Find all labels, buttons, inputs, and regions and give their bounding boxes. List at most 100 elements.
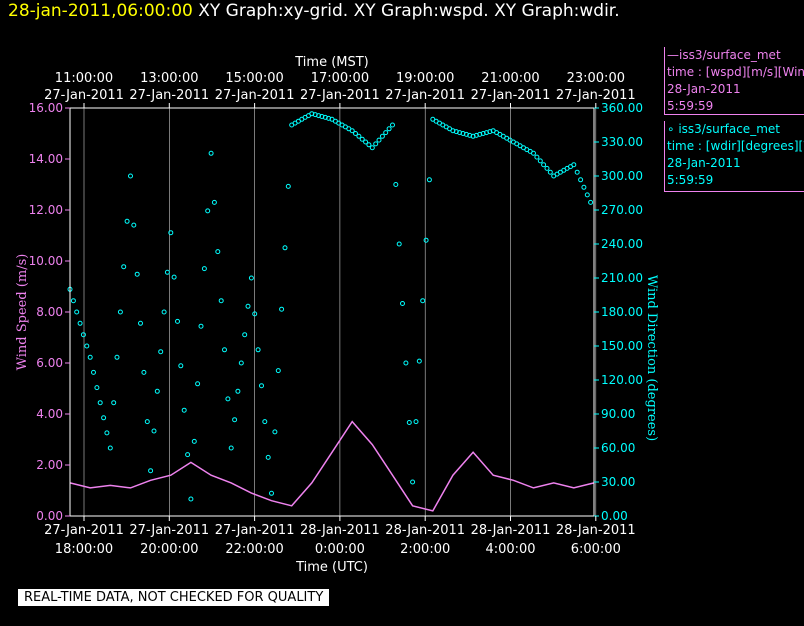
wdir-point — [84, 343, 90, 349]
right-axis-tick-label: 90.00 — [601, 407, 635, 421]
wdir-point — [215, 249, 221, 255]
wdir-point — [185, 452, 191, 458]
wdir-point — [262, 419, 268, 425]
wdir-point — [114, 354, 120, 360]
wdir-point — [272, 429, 278, 435]
top-tick-date: 27-Jan-2011 — [44, 88, 124, 103]
top-tick-date: 27-Jan-2011 — [129, 88, 209, 103]
legend-wdir-name: ∘ iss3/surface_met — [667, 122, 780, 136]
wdir-point — [376, 137, 382, 143]
wdir-point — [238, 360, 244, 366]
wdir-point — [131, 222, 137, 228]
legend-wind-speed: —iss3/surface_met time : [wspd][m/s][Win… — [664, 47, 804, 115]
top-tick-time: 13:00:00 — [140, 71, 198, 86]
wdir-point — [80, 332, 86, 338]
wdir-point — [235, 388, 241, 394]
top-tick-date: 27-Jan-2011 — [471, 88, 551, 103]
wdir-point — [191, 438, 197, 444]
bottom-tick-date: 27-Jan-2011 — [44, 523, 124, 538]
bottom-tick-time: 2:00:00 — [400, 542, 450, 557]
wdir-point — [201, 266, 207, 272]
wdir-point — [104, 430, 110, 436]
wdir-point — [117, 309, 123, 315]
wdir-point — [285, 183, 291, 189]
wdir-point — [269, 490, 274, 496]
wdir-point — [531, 150, 536, 156]
legend-wdir-date: 28-Jan-2011 — [667, 156, 741, 170]
bottom-tick-time: 6:00:00 — [571, 542, 621, 557]
bottom-tick-time: 0:00:00 — [315, 542, 365, 557]
wdir-point — [366, 142, 372, 148]
wspd-series-line — [69, 420, 595, 512]
top-tick-date: 27-Jan-2011 — [385, 88, 465, 103]
bottom-tick-date: 27-Jan-2011 — [215, 523, 295, 538]
wdir-point — [349, 128, 355, 134]
right-axis-tick-label: 210.00 — [601, 271, 643, 285]
bottom-tick-date: 28-Jan-2011 — [300, 523, 380, 538]
wdir-point — [181, 407, 187, 413]
wdir-point — [121, 264, 127, 270]
wdir-point — [211, 199, 217, 205]
wdir-point — [111, 400, 117, 406]
right-axis-tick-label: 360.00 — [601, 101, 643, 115]
wdir-point — [195, 381, 201, 387]
wdir-point — [128, 173, 133, 179]
legend-wind-direction: ∘ iss3/surface_met time : [wdir][degrees… — [664, 121, 804, 192]
wdir-point — [581, 184, 587, 190]
wdir-point — [188, 496, 194, 502]
wdir-point — [406, 420, 412, 425]
wdir-point — [255, 347, 261, 353]
wdir-point — [574, 169, 580, 175]
wdir-point — [369, 145, 375, 151]
wdir-point — [144, 419, 150, 425]
bottom-tick-date: 27-Jan-2011 — [129, 523, 209, 538]
chart-header: 28-jan-2011,06:00:00 XY Graph:xy-grid. X… — [8, 1, 620, 21]
wdir-point — [248, 275, 254, 281]
wdir-point — [178, 363, 184, 369]
wdir-point — [379, 133, 385, 139]
left-axis-tick-label: 12.00 — [29, 203, 63, 217]
wdir-point — [138, 320, 143, 326]
bottom-tick-date: 28-Jan-2011 — [385, 523, 465, 538]
top-tick-date: 27-Jan-2011 — [556, 88, 636, 103]
wdir-point — [265, 454, 271, 460]
wdir-point — [584, 192, 590, 198]
wdir-point — [386, 126, 392, 132]
wdir-point — [168, 230, 174, 236]
wdir-point — [208, 150, 214, 156]
left-axis-title: Wind Speed (m/s) — [15, 254, 30, 371]
bottom-tick-time: 22:00:00 — [225, 542, 283, 557]
wdir-point — [171, 274, 177, 280]
bottom-tick-time: 4:00:00 — [485, 542, 535, 557]
right-axis-tick-label: 60.00 — [601, 441, 635, 455]
wdir-point — [400, 301, 405, 306]
wdir-point — [161, 309, 167, 315]
wdir-point — [541, 162, 547, 168]
wdir-point — [416, 358, 422, 364]
wdir-point — [413, 419, 419, 425]
left-axis-tick-label: 2.00 — [36, 458, 63, 472]
wdir-point — [279, 306, 285, 312]
left-axis-tick-label: 8.00 — [36, 305, 63, 319]
top-tick-time: 17:00:00 — [311, 71, 369, 86]
wdir-point — [245, 303, 251, 309]
wdir-point — [101, 415, 107, 421]
wdir-point — [218, 298, 224, 304]
bottom-tick-date: 28-Jan-2011 — [556, 523, 636, 538]
wdir-point — [537, 158, 543, 164]
bottom-tick-time: 20:00:00 — [140, 542, 198, 557]
wdir-point — [544, 165, 550, 171]
right-axis-tick-label: 150.00 — [601, 339, 643, 353]
wdir-point — [423, 237, 429, 243]
wdir-point — [141, 369, 147, 375]
top-tick-time: 21:00:00 — [481, 71, 539, 86]
bottom-tick-date: 28-Jan-2011 — [471, 523, 551, 538]
wdir-point — [91, 369, 96, 375]
top-tick-date: 27-Jan-2011 — [300, 88, 380, 103]
plot-frame — [69, 107, 595, 517]
wdir-point — [87, 354, 93, 360]
wdir-point — [410, 479, 416, 485]
right-axis-title: Wind Direction (degrees) — [644, 275, 659, 441]
wdir-point — [403, 360, 409, 366]
wdir-point — [198, 323, 204, 329]
